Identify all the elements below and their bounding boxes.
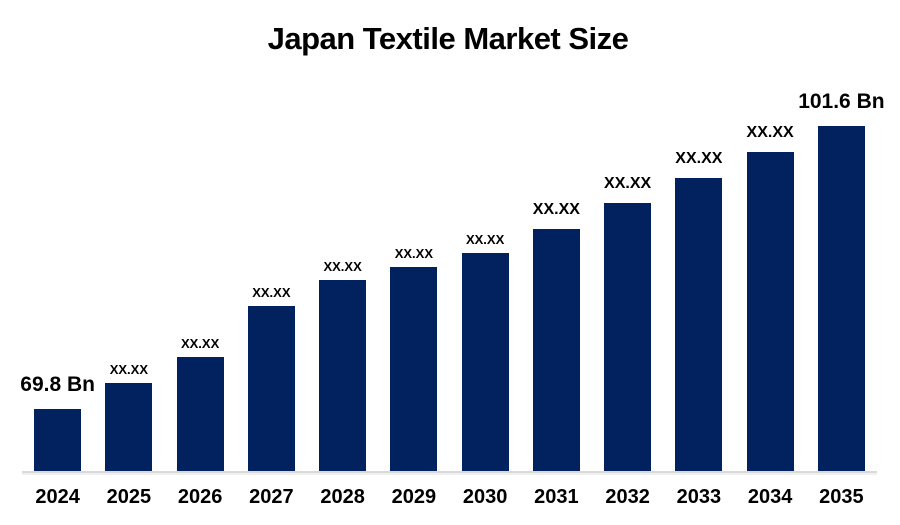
x-axis-line [22,471,877,473]
bar [817,126,865,471]
x-axis-tick-label: 2032 [605,486,650,508]
bar-value-label: XX.XX [323,259,362,274]
bar [319,280,367,471]
plot-area: 69.8 Bn XX.XX XX.XX XX.XX XX.XX XX.XX XX… [20,0,885,471]
x-axis-tick-label: 2026 [177,486,223,508]
x-axis-tick-label: 2024 [35,486,80,508]
x-axis-labels: 2024 2025 2026 2027 2028 2029 2030 2031 2032 2033… [22,486,877,509]
bar-value-label: XX.XX [109,362,149,377]
x-axis-tick-label: 2027 [249,486,294,508]
bar-column: 101.6 Bn [798,91,885,471]
bar-column: XX.XX [307,260,378,471]
bar [532,229,580,471]
x-axis-tick-label: 2028 [320,486,365,508]
bar-column: XX.XX [521,202,592,471]
bar [176,357,224,471]
bar [604,203,652,471]
bar [461,253,509,471]
x-axis-tick-label: 2034 [747,486,793,508]
bar-value-label: XX.XX [394,246,434,261]
bar-column: XX.XX [236,286,307,471]
bar-value-label: XX.XX [532,201,580,218]
x-axis-tick-label: 2035 [819,486,864,508]
bar-value-label: XX.XX [675,150,723,167]
bar-column: XX.XX [165,337,236,471]
bar-column: XX.XX [592,176,663,471]
x-axis-tick-label: 2033 [676,486,722,508]
bar [247,306,295,471]
bar-column: XX.XX [663,151,734,471]
bar [105,383,153,471]
bar [746,152,794,471]
bar-value-label: XX.XX [746,124,794,141]
bar-value-label: 69.8 Bn [20,373,95,396]
bar-column: XX.XX [450,233,521,471]
bar [34,409,82,471]
bar [675,178,723,471]
bar-column: XX.XX [735,125,806,471]
bar-value-label: XX.XX [180,336,220,351]
x-axis-tick-label: 2025 [106,486,152,508]
bar-column: XX.XX [93,363,164,471]
x-axis-tick-label: 2031 [534,486,579,508]
bar-column: 69.8 Bn [20,373,95,471]
bar-value-label: 101.6 Bn [798,90,885,113]
bar-value-label: XX.XX [252,285,291,300]
bar-column: XX.XX [378,247,449,471]
bar-value-label: XX.XX [465,232,505,247]
bar-value-label: XX.XX [604,175,652,192]
x-axis-tick-label: 2030 [462,486,508,508]
bar [390,267,438,471]
chart-title: Japan Textile Market Size [267,21,629,56]
x-axis-tick-label: 2029 [391,486,437,508]
